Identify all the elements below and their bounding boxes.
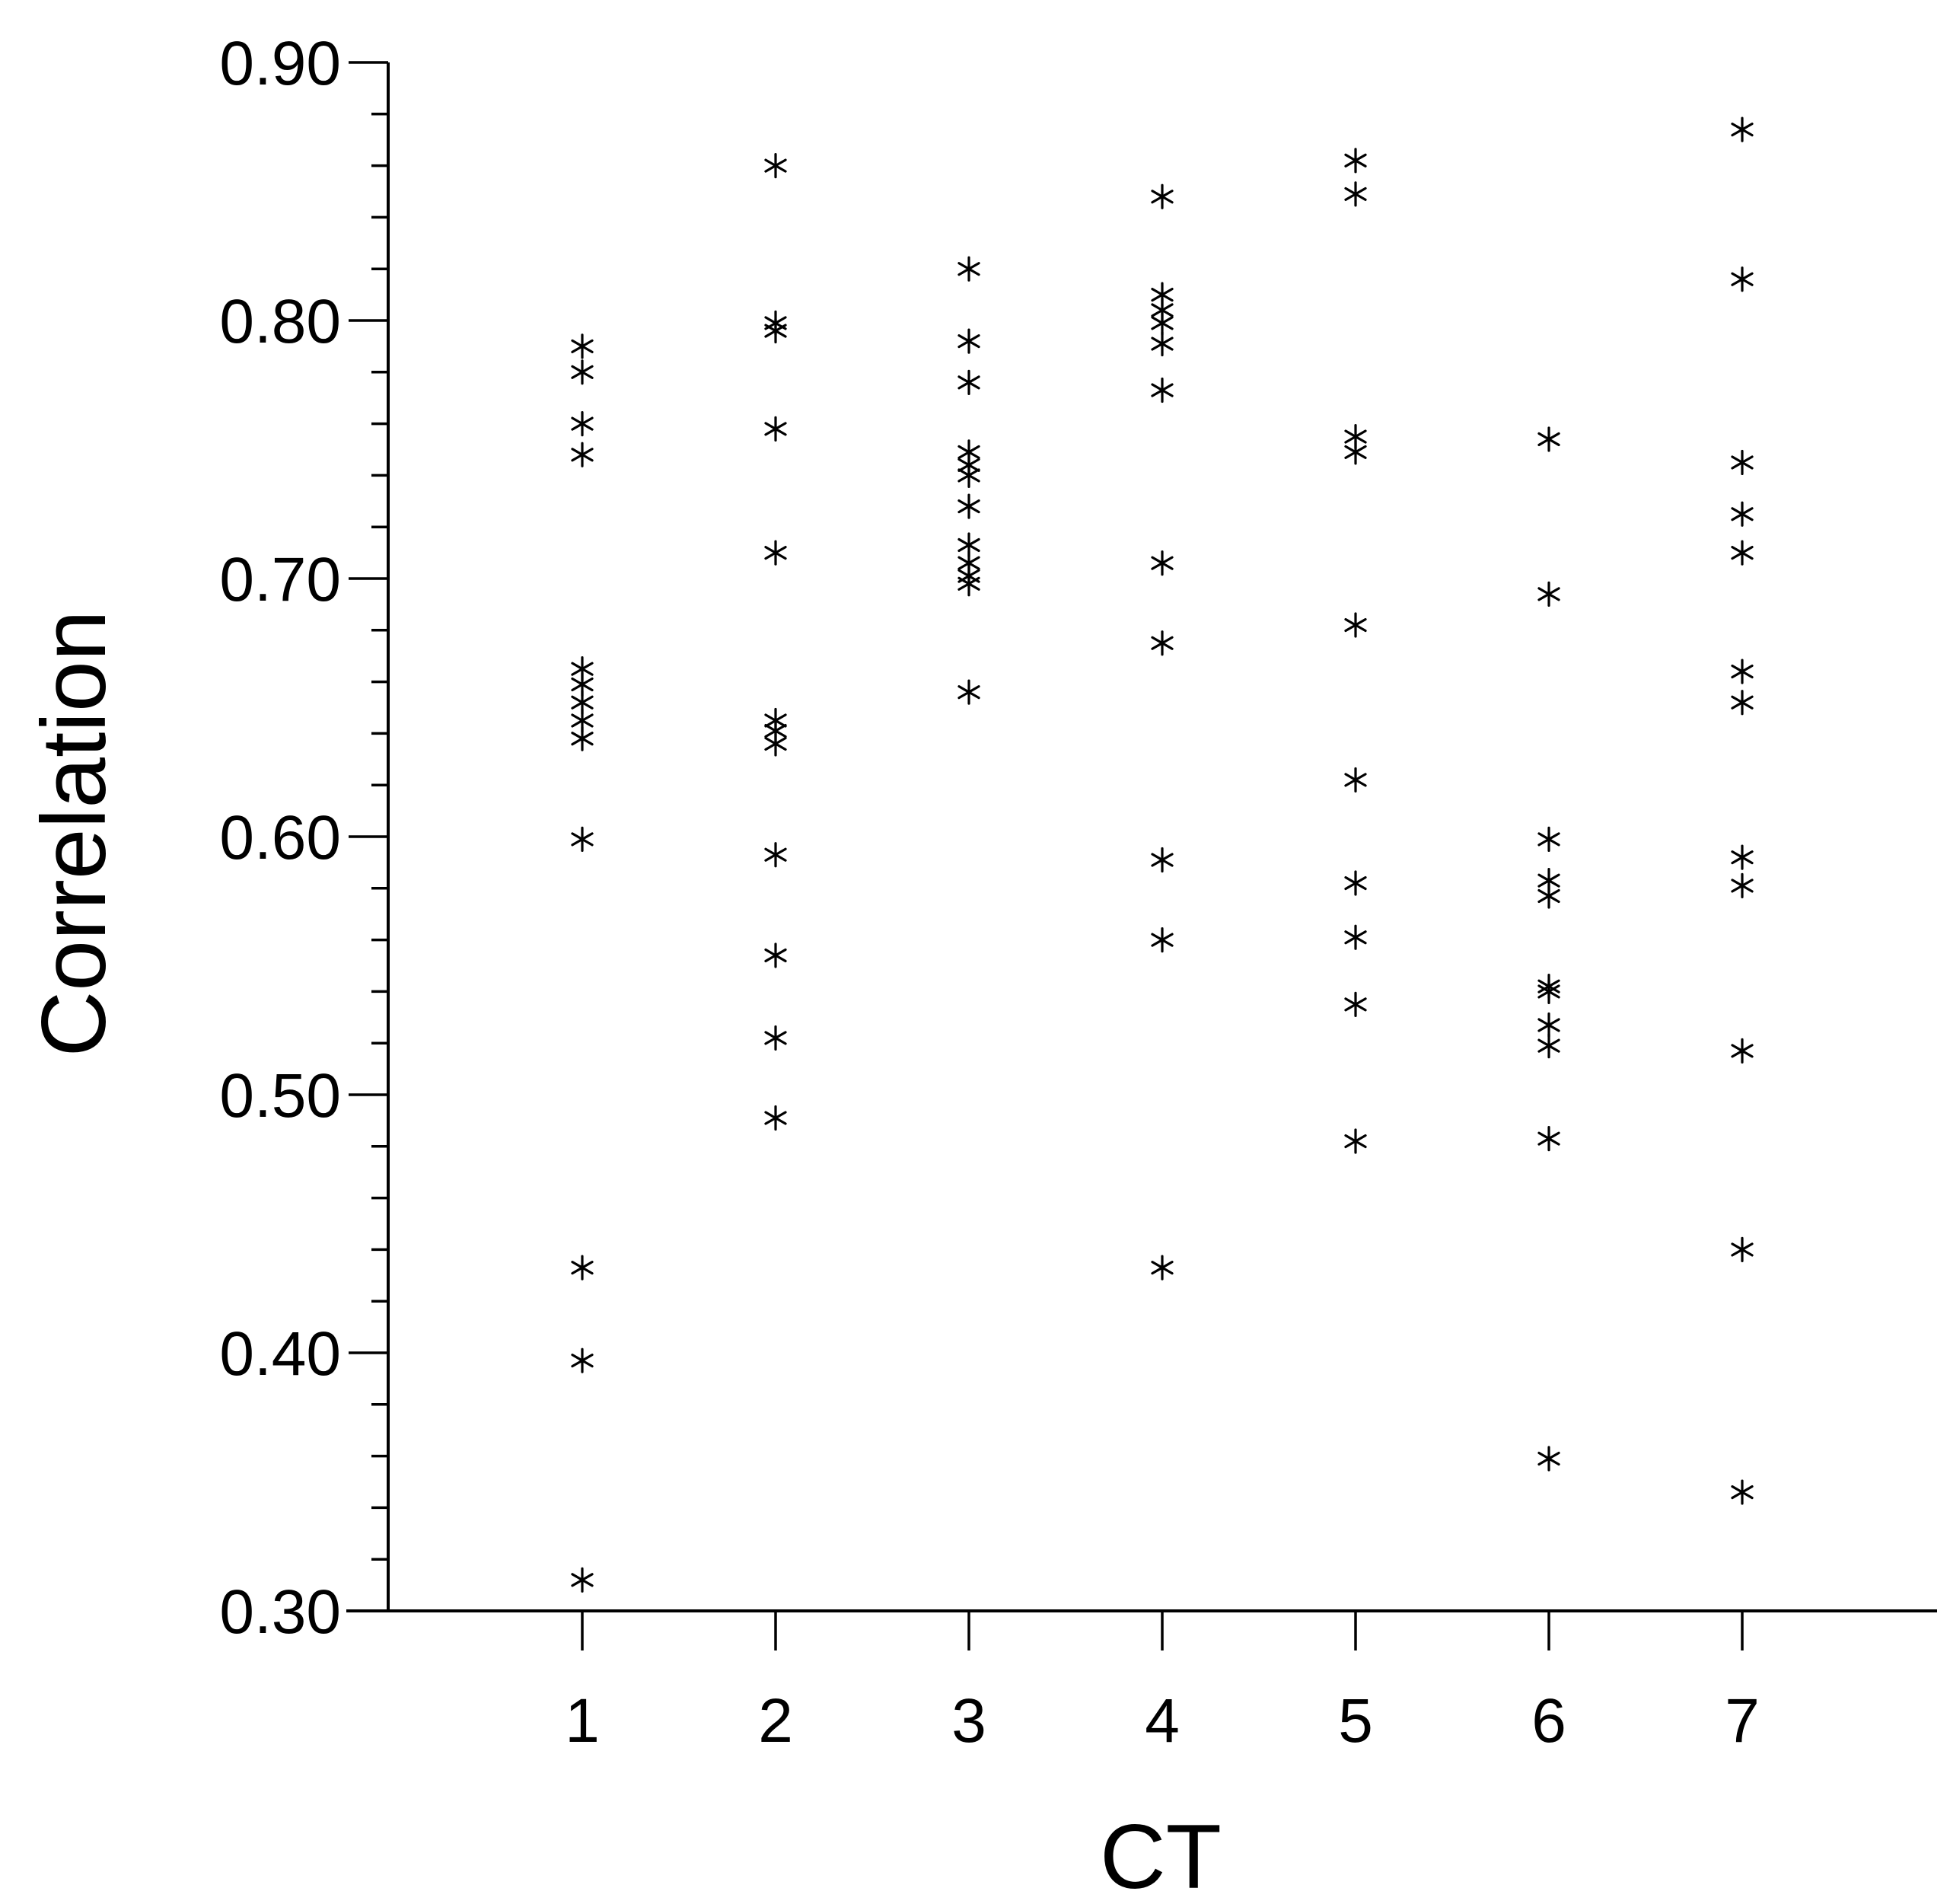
data-point bbox=[764, 1105, 787, 1131]
x-tick-label: 6 bbox=[1531, 1686, 1566, 1756]
data-point bbox=[571, 1347, 594, 1373]
data-point bbox=[571, 726, 594, 751]
x-axis-ticks: 1 2 3 4 5 6 7 bbox=[565, 1611, 1760, 1756]
data-point bbox=[1151, 550, 1174, 576]
data-point bbox=[1537, 1012, 1560, 1038]
data-point bbox=[1344, 148, 1367, 174]
data-point bbox=[764, 1025, 787, 1051]
y-tick-label: 0.60 bbox=[219, 803, 341, 872]
data-point bbox=[764, 416, 787, 442]
data-point bbox=[764, 842, 787, 868]
data-point bbox=[1537, 426, 1560, 452]
data-point bbox=[571, 442, 594, 467]
x-tick-label: 7 bbox=[1725, 1686, 1760, 1756]
data-point bbox=[957, 493, 980, 519]
data-point bbox=[571, 1567, 594, 1593]
data-point bbox=[1151, 183, 1174, 209]
data-point bbox=[1151, 847, 1174, 873]
x-tick-label: 3 bbox=[951, 1686, 986, 1756]
data-point bbox=[1344, 767, 1367, 793]
data-point bbox=[1537, 1126, 1560, 1152]
data-point bbox=[1151, 926, 1174, 953]
y-tick-label: 0.30 bbox=[219, 1577, 341, 1647]
x-tick-label: 1 bbox=[565, 1686, 600, 1756]
data-point bbox=[1537, 826, 1560, 852]
data-point bbox=[1344, 991, 1367, 1017]
y-axis-ticks: 0.30 0.40 0.50 0.60 0.70 0.80 0.90 bbox=[219, 29, 388, 1647]
data-point bbox=[1151, 330, 1174, 357]
x-tick-label: 5 bbox=[1338, 1686, 1373, 1756]
data-point bbox=[1151, 1255, 1174, 1280]
data-point bbox=[1537, 581, 1560, 607]
data-point bbox=[1731, 659, 1754, 684]
data-point bbox=[571, 359, 594, 385]
data-point bbox=[764, 317, 787, 344]
data-point bbox=[1151, 630, 1174, 656]
data-point bbox=[571, 826, 594, 852]
y-tick-label: 0.40 bbox=[219, 1319, 341, 1389]
x-tick-label: 4 bbox=[1145, 1686, 1180, 1756]
x-tick-label: 2 bbox=[758, 1686, 793, 1756]
data-point bbox=[1731, 1236, 1754, 1263]
data-points bbox=[571, 116, 1754, 1593]
data-point bbox=[764, 942, 787, 968]
y-tick-label: 0.90 bbox=[219, 29, 341, 98]
data-point bbox=[1344, 439, 1367, 465]
data-point bbox=[1731, 872, 1754, 899]
data-point bbox=[1537, 883, 1560, 909]
data-point bbox=[957, 571, 980, 597]
data-point bbox=[1537, 1446, 1560, 1472]
data-point bbox=[957, 462, 980, 489]
data-point bbox=[957, 256, 980, 282]
data-point bbox=[1344, 924, 1367, 950]
data-point bbox=[1344, 181, 1367, 207]
data-point bbox=[1344, 612, 1367, 638]
data-point bbox=[1731, 690, 1754, 716]
data-point bbox=[1731, 266, 1754, 292]
data-point bbox=[1537, 978, 1560, 1005]
x-axis-label: CT bbox=[1100, 1806, 1222, 1904]
data-point bbox=[1731, 1479, 1754, 1505]
data-point bbox=[571, 410, 594, 437]
data-point bbox=[1151, 310, 1174, 336]
data-point bbox=[1731, 844, 1754, 870]
data-point bbox=[1731, 1038, 1754, 1064]
y-tick-label: 0.70 bbox=[219, 545, 341, 614]
data-point bbox=[957, 328, 980, 354]
data-point bbox=[764, 540, 787, 566]
data-point bbox=[1731, 449, 1754, 476]
data-point bbox=[1731, 501, 1754, 527]
data-point bbox=[1344, 870, 1367, 896]
data-point bbox=[1731, 540, 1754, 566]
data-point bbox=[571, 1255, 594, 1280]
data-point bbox=[1151, 377, 1174, 403]
data-point bbox=[764, 153, 787, 179]
y-tick-label: 0.80 bbox=[219, 287, 341, 356]
y-axis-label: Correlation bbox=[23, 611, 125, 1057]
y-tick-label: 0.50 bbox=[219, 1061, 341, 1131]
data-point bbox=[957, 369, 980, 395]
data-point bbox=[571, 333, 594, 359]
data-point bbox=[957, 679, 980, 705]
data-point bbox=[764, 731, 787, 757]
data-point bbox=[1731, 116, 1754, 142]
data-point bbox=[1537, 1032, 1560, 1059]
data-point bbox=[1344, 1128, 1367, 1154]
